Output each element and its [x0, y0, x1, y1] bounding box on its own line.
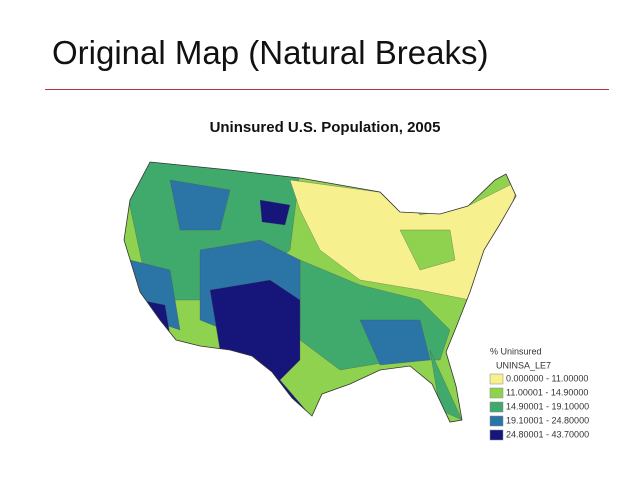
legend-swatch — [489, 373, 504, 385]
legend-title: % Uninsured — [490, 346, 542, 356]
legend-label: 19.10001 - 24.80000 — [506, 415, 589, 425]
slide-title: Original Map (Natural Breaks) — [52, 34, 489, 71]
legend-field: UNINSA_LE7 — [496, 360, 551, 370]
title-rule — [45, 89, 609, 90]
us-outline — [123, 161, 517, 423]
map-region — [209, 279, 311, 421]
legend: % Uninsured UNINSA_LE7 0.000000 - 11.00000… — [489, 346, 589, 441]
legend-swatch — [489, 415, 504, 427]
legend-swatch — [489, 429, 504, 441]
legend-label: 11.00001 - 14.90000 — [506, 387, 588, 397]
map-region — [259, 199, 291, 226]
map-region — [429, 349, 463, 421]
legend-swatch — [489, 401, 504, 413]
map-region — [399, 229, 456, 271]
map-region — [359, 319, 431, 366]
legend-swatch — [489, 387, 504, 399]
legend-label: 14.90001 - 19.10000 — [506, 401, 589, 411]
legend-label: 24.80001 - 43.70000 — [506, 429, 589, 439]
legend-label: 0.000000 - 11.00000 — [506, 373, 588, 383]
map-region — [169, 179, 231, 231]
map-title: Uninsured U.S. Population, 2005 — [209, 119, 441, 136]
map-regions — [124, 162, 516, 422]
